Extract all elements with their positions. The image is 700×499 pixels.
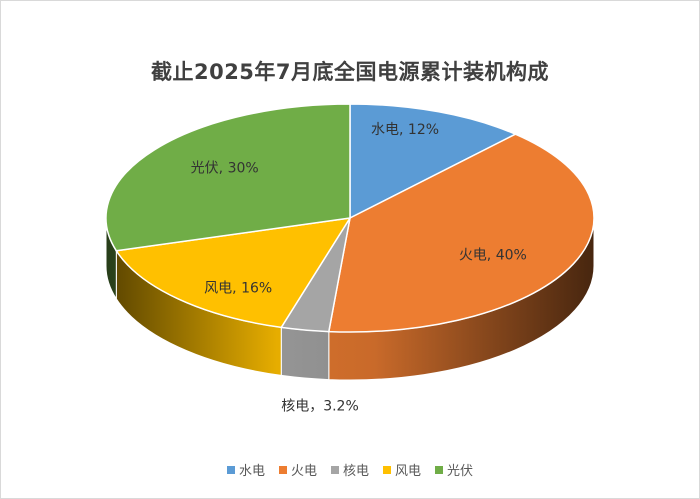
pie-side-2 — [280, 326, 330, 381]
legend-label-1: 火电 — [290, 464, 317, 479]
legend-swatch-2 — [330, 465, 339, 474]
slice-1 — [327, 133, 595, 333]
legend-swatch-1 — [278, 465, 287, 474]
legend-item-0: 水电 — [226, 460, 265, 479]
legend-item-2: 核电 — [330, 460, 369, 479]
legend-swatch-4 — [435, 465, 444, 474]
data-label-4: 光伏, 30% — [191, 160, 259, 176]
legend-swatch-3 — [383, 465, 391, 474]
legend-swatch-0 — [226, 465, 235, 474]
data-label-3: 风电, 16% — [204, 281, 272, 297]
legend-label-4: 光伏 — [447, 464, 474, 479]
slice-3 — [115, 217, 352, 329]
chart-legend: 水电 火电 核电 风电 光伏 — [0, 460, 700, 479]
chart-title: 截止2025年7月底全国电源累计装机构成 — [150, 60, 550, 84]
legend-label-3: 风电 — [395, 464, 422, 479]
data-label-1: 火电, 40% — [459, 247, 527, 263]
legend-item-1: 火电 — [278, 460, 317, 479]
slice-4 — [105, 103, 351, 252]
slice-0 — [349, 103, 518, 220]
data-label-0: 水电, 12% — [371, 122, 439, 138]
data-label-2: 核电，3.2% — [281, 398, 359, 414]
legend-item-4: 光伏 — [435, 460, 473, 479]
legend-item-3: 风电 — [383, 460, 421, 479]
legend-label-2: 核电 — [342, 464, 369, 479]
legend-label-0: 水电 — [238, 464, 265, 479]
